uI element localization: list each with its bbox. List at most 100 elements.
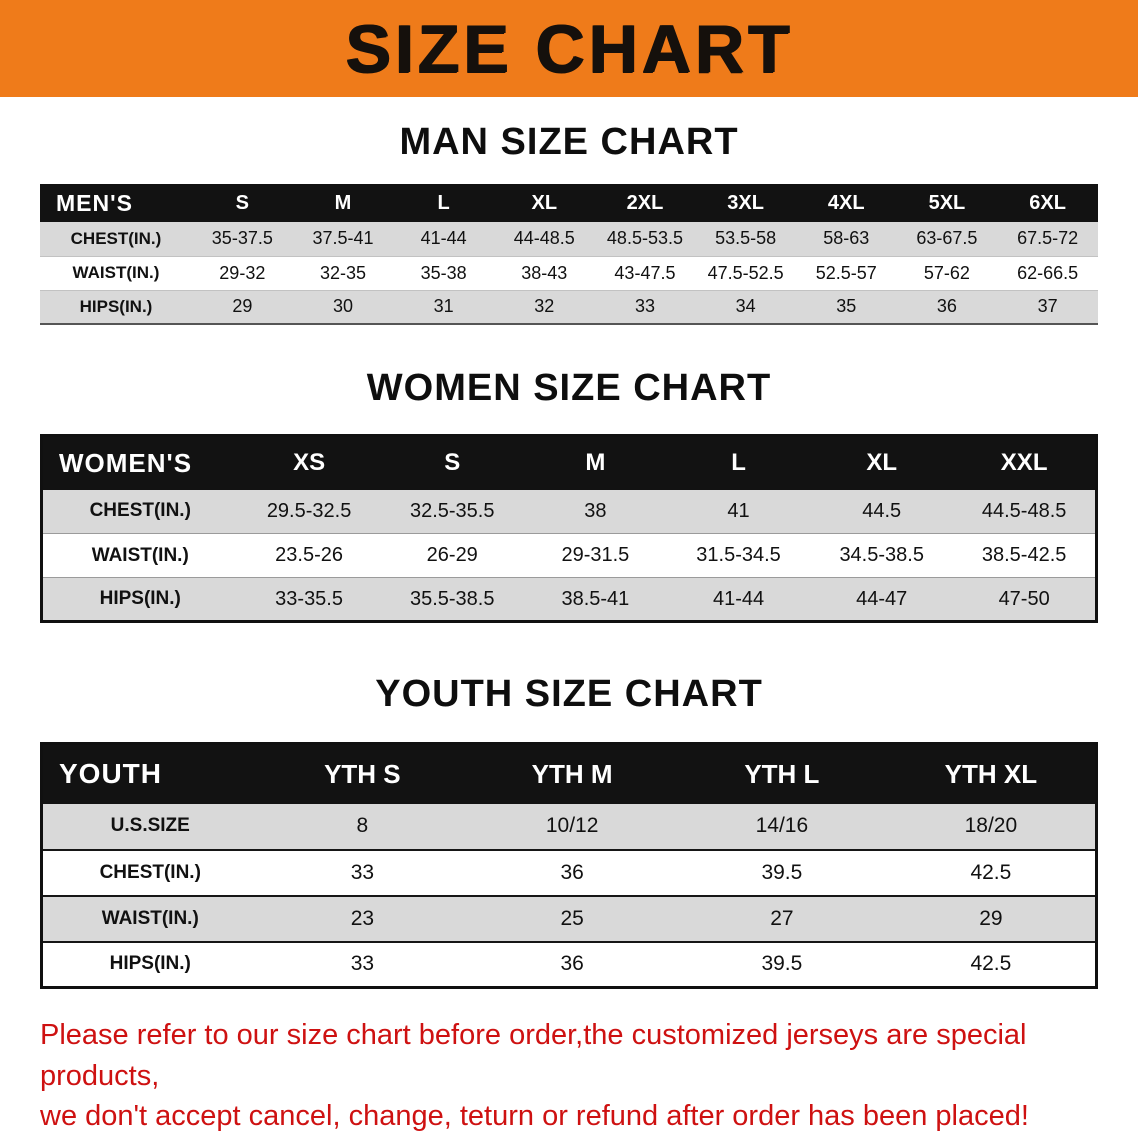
size-value: 38.5-41 (561, 587, 630, 610)
women-section: WOMEN SIZE CHART WOMEN'S XS S M L XL XXL CHEST(… (0, 367, 1138, 623)
table-row: HIPS(IN.) 33-35.5 35.5-38.5 38.5-41 41-44 44-… (41, 577, 1097, 622)
size-value: 29.5-32.5 (266, 499, 352, 522)
size-column-header: XL (810, 435, 954, 490)
size-chart-banner: SIZE CHART (0, 0, 1138, 97)
row-label: WAIST(IN.) (72, 263, 160, 282)
size-value: 41-44 (712, 587, 765, 610)
size-value: 38 (584, 499, 607, 522)
size-value: 29 (979, 906, 1003, 930)
table-header-row: WOMEN'S XS S M L XL XXL (41, 435, 1097, 490)
size-value: 58-63 (823, 228, 870, 249)
table-row: HIPS(IN.) 33 36 39.5 42.5 (41, 942, 1097, 988)
size-column-header: M (523, 435, 667, 490)
women-size-table: WOMEN'S XS S M L XL XXL CHEST(IN.) 29.5-32.5 32.5… (40, 434, 1098, 623)
table-row: CHEST(IN.) 35-37.5 37.5-41 41-44 44-48.5 48.5… (40, 222, 1098, 256)
size-value: 37.5-41 (312, 228, 374, 249)
size-value: 41 (727, 499, 750, 522)
men-size-table: MEN'S S M L XL 2XL 3XL 4XL 5XL 6XL CHEST(IN.) 35-37… (40, 184, 1098, 325)
men-section: MAN SIZE CHART MEN'S S M L XL 2XL 3XL 4XL 5XL 6XL… (0, 121, 1138, 325)
size-value: 35-38 (420, 262, 467, 283)
size-value: 57-62 (923, 262, 970, 283)
notice-line: Please refer to our size chart before or… (40, 1019, 1027, 1092)
size-value: 37 (1037, 296, 1058, 317)
size-column-header: 4XL (795, 184, 897, 222)
men-section-title: MAN SIZE CHART (399, 121, 739, 163)
size-column-header: 6XL (997, 184, 1098, 222)
size-value: 44-47 (856, 587, 908, 610)
size-value: 35.5-38.5 (409, 587, 495, 610)
size-value: 41-44 (420, 228, 467, 249)
size-value: 36 (936, 296, 957, 317)
table-row: HIPS(IN.) 29 30 31 32 33 34 35 36 37 (40, 290, 1098, 324)
table-corner-label: WOMEN'S (41, 435, 238, 490)
table-row: CHEST(IN.) 29.5-32.5 32.5-35.5 38 41 44.5 44.5… (41, 489, 1097, 534)
size-value: 35 (836, 296, 857, 317)
size-column-header: L (666, 435, 811, 490)
size-value: 32 (534, 296, 555, 317)
size-value: 23 (350, 906, 375, 930)
size-value: 27 (770, 906, 794, 930)
table-row: WAIST(IN.) 29-32 32-35 35-38 38-43 43-47.5 47.… (40, 256, 1098, 290)
size-column-header: YTH S (257, 743, 468, 804)
size-value: 33 (634, 296, 655, 317)
size-value: 31 (433, 296, 454, 317)
size-value: 39.5 (761, 952, 803, 976)
women-section-title: WOMEN SIZE CHART (366, 367, 772, 409)
row-label: HIPS(IN.) (99, 588, 181, 609)
size-value: 44-48.5 (513, 228, 575, 249)
size-value: 38.5-42.5 (981, 544, 1067, 566)
table-row: WAIST(IN.) 23 25 27 29 (41, 895, 1097, 942)
table-header-row: MEN'S S M L XL 2XL 3XL 4XL 5XL 6XL (40, 184, 1098, 222)
table-row: WAIST(IN.) 23.5-26 26-29 29-31.5 31.5-34.5 34… (41, 534, 1097, 578)
size-column-header: YTH XL (886, 743, 1097, 804)
row-label: HIPS(IN.) (79, 296, 153, 316)
size-column-header: 3XL (695, 184, 796, 222)
size-value: 44.5-48.5 (981, 499, 1067, 522)
size-value: 44.5 (862, 499, 902, 522)
size-value: 38-43 (521, 262, 568, 283)
size-value: 39.5 (761, 860, 803, 884)
size-value: 63-67.5 (916, 228, 978, 249)
size-charts: MAN SIZE CHART MEN'S S M L XL 2XL 3XL 4XL 5XL 6XL… (0, 121, 1138, 989)
size-column-header: XS (237, 435, 381, 490)
size-value: 10/12 (545, 814, 599, 837)
size-value: 35-37.5 (211, 228, 273, 249)
size-column-header: S (192, 184, 293, 222)
size-value: 67.5-72 (1017, 228, 1079, 249)
size-column-header: L (393, 184, 494, 222)
size-value: 23.5-26 (275, 544, 343, 566)
youth-section: YOUTH SIZE CHART YOUTH YTH S YTH M YTH L YTH… (0, 673, 1138, 989)
order-notice: Please refer to our size chart before or… (40, 1015, 1100, 1137)
size-value: 34 (735, 296, 756, 317)
size-value: 14/16 (755, 814, 809, 837)
row-label: U.S.SIZE (110, 815, 190, 836)
size-column-header: S (380, 435, 524, 490)
size-value: 29 (232, 296, 253, 317)
row-label: CHEST(IN.) (89, 500, 191, 522)
size-value: 25 (560, 906, 584, 930)
size-value: 53.5-58 (715, 228, 777, 249)
row-label: WAIST(IN.) (101, 907, 199, 929)
size-value: 43-47.5 (614, 262, 676, 283)
table-corner-label: YOUTH (41, 743, 258, 804)
youth-section-title: YOUTH SIZE CHART (375, 673, 763, 715)
size-value: 36 (560, 952, 584, 976)
size-value: 33 (350, 952, 375, 976)
size-value: 29-31.5 (561, 544, 630, 566)
size-value: 33 (350, 860, 375, 884)
size-value: 8 (356, 814, 369, 837)
size-value: 30 (332, 296, 353, 317)
table-row: U.S.SIZE 8 10/12 14/16 18/20 (41, 803, 1097, 850)
row-label: CHEST(IN.) (70, 228, 162, 248)
size-value: 33-35.5 (275, 587, 343, 610)
table-row: CHEST(IN.) 33 36 39.5 42.5 (41, 850, 1097, 896)
row-label: HIPS(IN.) (109, 953, 191, 975)
size-value: 47.5-52.5 (707, 262, 784, 283)
size-value: 36 (560, 860, 584, 884)
size-value: 32.5-35.5 (409, 499, 495, 522)
notice-line: we don't accept cancel, change, teturn o… (40, 1100, 1029, 1133)
size-value: 47-50 (998, 587, 1050, 610)
size-value: 26-29 (426, 544, 478, 566)
size-value: 42.5 (970, 860, 1012, 884)
size-value: 18/20 (964, 814, 1018, 837)
